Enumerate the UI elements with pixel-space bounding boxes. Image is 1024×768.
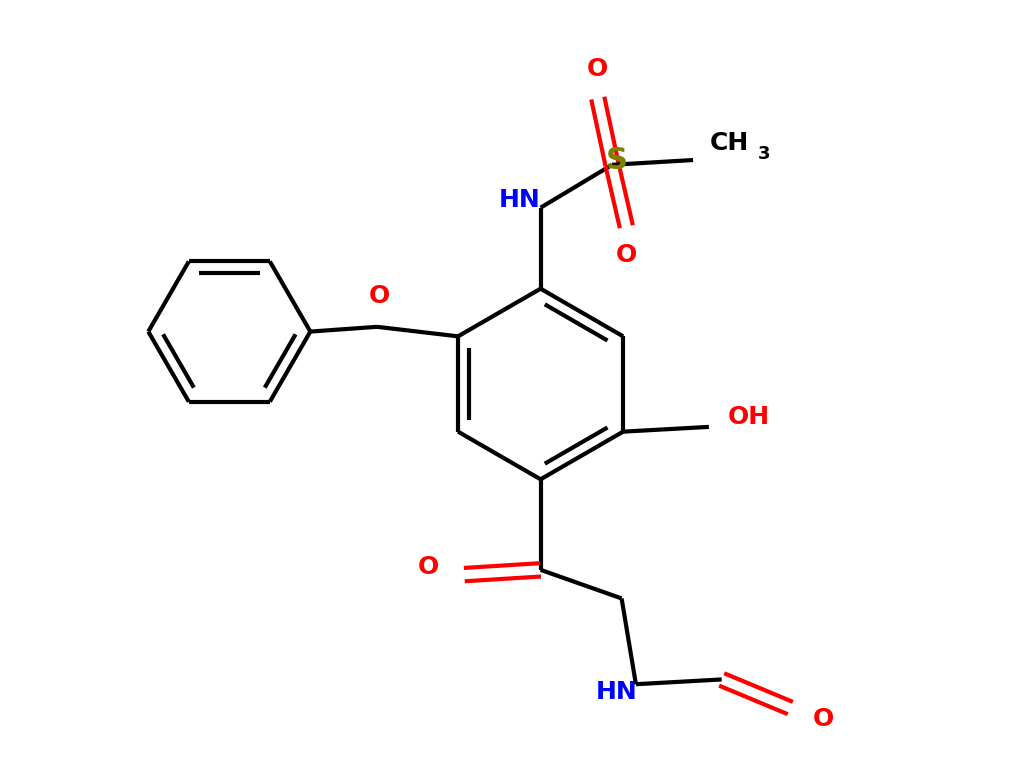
Text: S: S [606, 145, 628, 174]
Text: O: O [587, 58, 608, 81]
Text: O: O [813, 707, 835, 731]
Text: OH: OH [728, 406, 770, 429]
Text: O: O [369, 284, 389, 308]
Text: HN: HN [596, 680, 638, 703]
Text: 3: 3 [759, 145, 771, 164]
Text: O: O [418, 555, 438, 579]
Text: CH: CH [710, 131, 749, 155]
Text: O: O [615, 243, 637, 267]
Text: HN: HN [499, 188, 541, 212]
